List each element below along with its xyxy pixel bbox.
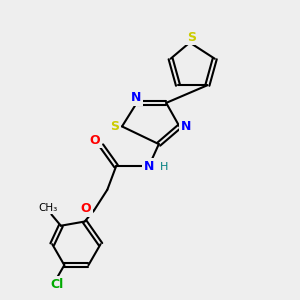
Text: CH₃: CH₃ (39, 203, 58, 213)
Text: S: S (110, 120, 119, 133)
Text: O: O (80, 202, 91, 215)
Text: S: S (187, 31, 196, 44)
Text: N: N (144, 160, 154, 173)
Text: N: N (181, 120, 191, 133)
Text: N: N (131, 91, 141, 104)
Text: O: O (90, 134, 100, 147)
Text: H: H (160, 162, 168, 172)
Text: Cl: Cl (50, 278, 64, 291)
